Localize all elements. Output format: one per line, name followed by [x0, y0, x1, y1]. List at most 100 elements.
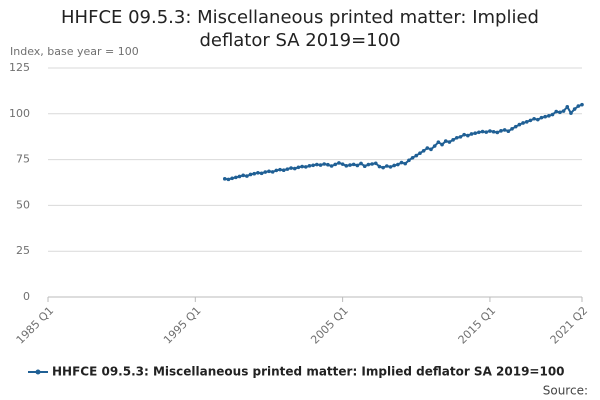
point [355, 163, 360, 168]
point [454, 135, 459, 140]
point [432, 144, 437, 148]
point [270, 170, 275, 174]
point [458, 135, 463, 139]
point [230, 176, 234, 181]
point [234, 175, 238, 180]
point [488, 129, 492, 133]
point [480, 129, 485, 134]
point [440, 142, 444, 147]
point [532, 116, 536, 121]
point [429, 147, 433, 152]
point [337, 161, 341, 165]
x-tick-label: 2021 Q2 [548, 304, 591, 347]
point [399, 160, 404, 165]
point [381, 165, 385, 170]
point [362, 164, 367, 168]
y-tick-label: 125 [9, 61, 30, 74]
x-tick-label: 1995 Q1 [161, 304, 204, 347]
point [344, 164, 349, 168]
point [385, 164, 389, 168]
point [536, 117, 540, 122]
point [510, 127, 514, 131]
point [550, 112, 555, 117]
point [477, 130, 481, 135]
point [300, 164, 304, 169]
point [248, 172, 253, 177]
legend-marker [35, 369, 41, 375]
point [292, 166, 297, 171]
y-tick-label: 25 [16, 244, 30, 257]
point [222, 177, 227, 181]
point [443, 139, 448, 143]
point [491, 129, 496, 134]
point [278, 167, 282, 172]
point [318, 163, 323, 167]
point [245, 174, 249, 178]
point [513, 124, 518, 129]
point [473, 131, 478, 136]
point [410, 155, 415, 160]
point [495, 130, 500, 135]
point [289, 166, 293, 170]
y-tick-label: 50 [16, 198, 30, 211]
point [539, 115, 544, 120]
point [547, 114, 551, 118]
point [580, 102, 584, 107]
point [259, 171, 264, 176]
x-tick-label: 2015 Q1 [456, 304, 499, 347]
y-tick-label: 100 [9, 107, 30, 120]
point [517, 122, 522, 127]
point [348, 163, 352, 167]
x-tick-label: 2005 Q1 [308, 304, 351, 347]
point [256, 170, 260, 175]
point [451, 138, 455, 142]
point [469, 132, 474, 136]
point [528, 118, 533, 123]
point [447, 140, 452, 144]
point [285, 167, 290, 171]
point [303, 165, 308, 169]
point [281, 168, 286, 173]
point [226, 177, 231, 182]
point [241, 173, 245, 178]
point [561, 109, 566, 113]
point [484, 130, 489, 134]
point [425, 146, 430, 150]
line [224, 103, 583, 181]
point [307, 164, 312, 168]
point [359, 161, 363, 166]
point [436, 140, 441, 144]
source: Source: [543, 384, 588, 398]
point [572, 107, 577, 111]
chart-title: HHFCE 09.5.3: Miscellaneous printed matt… [61, 7, 539, 51]
point [543, 114, 547, 119]
point [267, 169, 271, 174]
point [315, 162, 319, 167]
point [322, 162, 327, 166]
point [237, 174, 242, 179]
point [521, 121, 525, 125]
point [274, 168, 279, 173]
point [252, 171, 257, 176]
point [370, 162, 374, 166]
point [502, 128, 507, 132]
y-tick-label: 0 [23, 290, 30, 303]
point [326, 162, 330, 167]
point [366, 162, 371, 167]
point [462, 132, 466, 137]
point [396, 162, 400, 167]
point [506, 129, 511, 134]
point [392, 163, 396, 168]
point [351, 162, 356, 167]
point [263, 170, 268, 174]
point [373, 161, 378, 166]
point [554, 109, 559, 114]
point [414, 153, 419, 158]
point [565, 105, 570, 109]
point [296, 165, 301, 170]
point [558, 110, 562, 115]
point [407, 158, 411, 163]
legend-label: HHFCE 09.5.3: Miscellaneous printed matt… [52, 365, 565, 379]
